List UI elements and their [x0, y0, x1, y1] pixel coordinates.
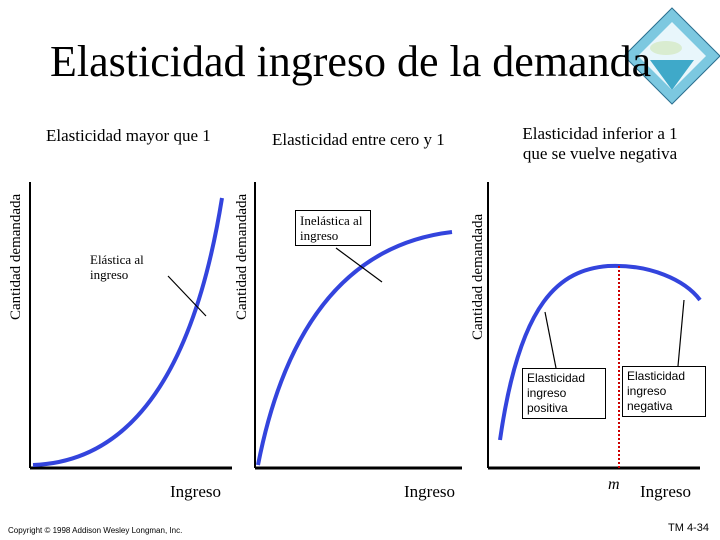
- panel1-header: Elasticidad mayor que 1: [46, 126, 211, 145]
- page-title: Elasticidad ingreso de la demanda: [50, 37, 652, 86]
- slide-number: TM 4-34: [668, 522, 709, 534]
- panel2-callout-leader: [335, 247, 383, 283]
- panel3-header: Elasticidad inferior a 1 que se vuelve n…: [510, 124, 690, 164]
- logo-icon: [623, 7, 720, 105]
- copyright-text: Copyright © 1998 Addison Wesley Longman,…: [8, 526, 183, 535]
- panel2-callout: Inelástica al ingreso: [295, 210, 371, 246]
- panel3-callout-right-leader: [677, 299, 685, 367]
- panel1-x-axis-label: Ingreso: [170, 482, 221, 501]
- panel3-x-axis-label: Ingreso: [640, 482, 691, 501]
- panel3-header-line2: que se vuelve negativa: [522, 144, 678, 163]
- panel3-header-line1: Elasticidad inferior a 1: [522, 124, 678, 143]
- panel3-callout-left-leader: [544, 311, 557, 369]
- panel1-curve: [32, 197, 224, 467]
- panel2-y-axis-label: Cantidad demandada: [234, 193, 250, 320]
- panel2-header: Elasticidad entre cero y 1: [272, 130, 445, 149]
- panel3-curve: [498, 263, 702, 441]
- panel2-x-axis-label: Ingreso: [404, 482, 455, 501]
- panel3-callout-right: Elasticidad ingreso negativa: [622, 366, 706, 417]
- panel3-callout-left: Elasticidad ingreso positiva: [522, 368, 606, 419]
- panel1-callout: Elástica al ingreso: [90, 252, 144, 282]
- panel2-curve: [256, 230, 453, 466]
- panel1-callout-leader: [167, 275, 207, 317]
- panel1-y-axis-label: Cantidad demandada: [8, 193, 24, 320]
- panel3-y-axis-label: Cantidad demandada: [470, 213, 486, 340]
- panel3-marker-label: m: [608, 476, 620, 493]
